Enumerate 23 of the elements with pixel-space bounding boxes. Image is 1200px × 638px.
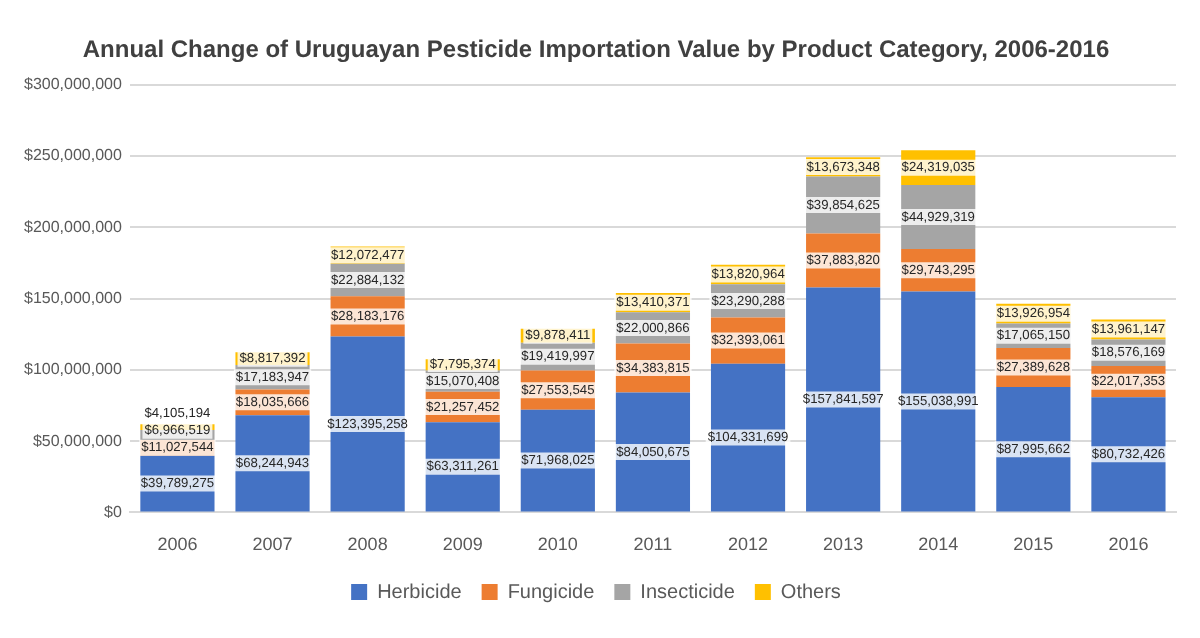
x-tick-label: 2013 [823, 534, 864, 555]
y-tick-label: $150,000,000 [24, 289, 123, 308]
x-tick-label: 2016 [1108, 534, 1149, 555]
x-tick-label: 2009 [442, 534, 483, 555]
y-tick-label: $0 [104, 502, 123, 521]
x-tick-label: 2006 [157, 534, 198, 555]
legend-label: Others [780, 581, 841, 604]
y-tick-label: $250,000,000 [24, 146, 123, 165]
x-tick-label: 2010 [537, 534, 578, 555]
x-tick-label: 2012 [728, 534, 769, 555]
x-tick-label: 2007 [252, 534, 293, 555]
x-tick-label: 2015 [1013, 534, 1054, 555]
chart-title: Annual Change of Uruguayan Pesticide Importation Value by Product Category, 2006-2016 [82, 35, 1110, 64]
legend-label: Fungicide [507, 581, 596, 604]
x-tick-label: 2014 [918, 534, 959, 555]
y-tick-label: $100,000,000 [24, 360, 123, 379]
x-tick-label: 2011 [633, 534, 673, 555]
x-tick-label: 2008 [347, 534, 388, 555]
legend-label: Insecticide [640, 581, 736, 604]
y-tick-label: $200,000,000 [24, 217, 123, 236]
y-tick-label: $50,000,000 [32, 431, 123, 450]
legend-label: Herbicide [377, 581, 463, 604]
y-tick-label: $300,000,000 [24, 75, 123, 94]
